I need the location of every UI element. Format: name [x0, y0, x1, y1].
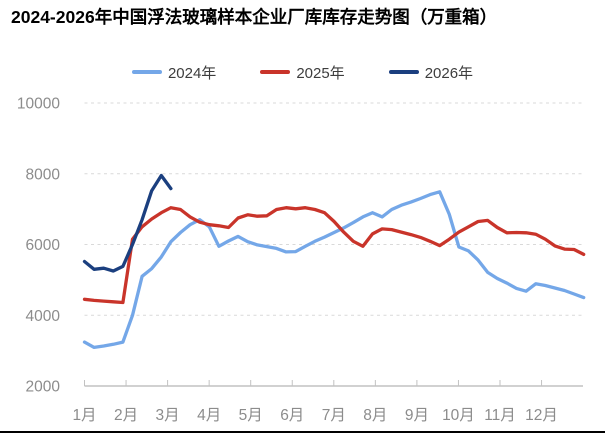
legend-label-2024: 2024年 — [167, 64, 217, 82]
legend-label-2026: 2026年 — [424, 64, 474, 82]
series-line-2025年 — [82, 206, 586, 305]
series-line-2024年 — [82, 190, 586, 350]
y-axis-label: 10000 — [17, 96, 60, 113]
chart-title: 2024-2026年中国浮法玻璃样本企业厂库库存走势图（万重箱） — [11, 7, 498, 27]
x-axis-label: 1月 — [72, 407, 96, 424]
x-axis-label: 3月 — [156, 407, 180, 424]
bottom-border-line — [0, 431, 605, 433]
legend-item-2025: 2025年 — [260, 62, 345, 83]
x-axis-label: 11月 — [484, 407, 516, 424]
y-axis-label: 8000 — [26, 166, 61, 183]
x-axis-label: 5月 — [239, 407, 263, 424]
x-axis-label: 4月 — [197, 407, 221, 424]
legend-item-2024: 2024年 — [131, 62, 217, 83]
y-axis-label: 4000 — [26, 308, 61, 325]
y-axis-label: 6000 — [26, 237, 61, 254]
x-axis-label: 10月 — [442, 407, 475, 424]
x-axis-label: 8月 — [363, 407, 387, 424]
legend-line-swatch-2024 — [131, 70, 162, 74]
x-axis-label: 6月 — [280, 407, 304, 424]
legend-label-2025: 2025年 — [296, 64, 345, 82]
legend-line-swatch-2025 — [260, 70, 291, 74]
series-line-2026年 — [82, 173, 173, 273]
y-axis-label: 2000 — [26, 379, 61, 396]
chart-legend: 2024年 2025年 2026年 — [0, 61, 605, 83]
legend-item-2026: 2026年 — [388, 62, 474, 83]
legend-line-swatch-2026 — [388, 70, 419, 74]
x-axis-label: 2月 — [114, 407, 138, 424]
x-axis-label: 9月 — [405, 407, 429, 424]
x-axis-label: 12月 — [525, 407, 558, 424]
x-axis-label: 7月 — [322, 407, 346, 424]
